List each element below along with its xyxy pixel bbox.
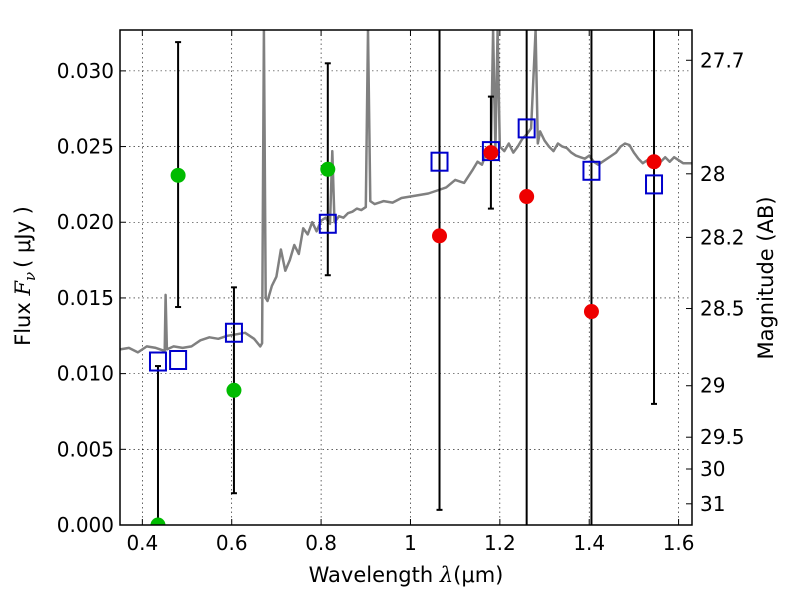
y-tick-label: 0.030 bbox=[57, 59, 114, 83]
y-tick-label: 0.010 bbox=[57, 362, 114, 386]
y-tick-label: 0.000 bbox=[57, 513, 114, 537]
y-axis-label-unit: ( μJy ) bbox=[11, 206, 35, 268]
y2-tick-label: 29 bbox=[700, 374, 725, 398]
red-data-point bbox=[483, 145, 499, 161]
model-box-marker bbox=[582, 160, 601, 181]
model-box-marker bbox=[318, 213, 337, 234]
x-axis-label: Wavelength λ(μm) bbox=[309, 563, 504, 587]
green-data-point bbox=[150, 517, 166, 525]
y2-tick-label: 27.7 bbox=[700, 48, 745, 72]
x-tick-label: 0.4 bbox=[126, 531, 158, 555]
x-axis-label-prefix: Wavelength bbox=[309, 563, 440, 587]
red-data-point bbox=[519, 189, 535, 205]
x-tick-label: 0.6 bbox=[216, 531, 248, 555]
grid-layer bbox=[120, 30, 692, 526]
model-box-marker bbox=[148, 351, 167, 372]
model-box-marker bbox=[517, 118, 536, 139]
x-tick-label: 1.4 bbox=[573, 531, 605, 555]
red-data-point bbox=[432, 228, 448, 244]
model-box-marker bbox=[430, 151, 449, 172]
model-box-marker bbox=[224, 322, 243, 343]
y2-tick-label: 28.2 bbox=[700, 225, 745, 249]
y-axis-label-symbol: F bbox=[11, 280, 35, 297]
spectrum-layer bbox=[120, 30, 692, 354]
y-axis-label-subscript: ν bbox=[21, 272, 39, 281]
red-data-point bbox=[583, 304, 599, 320]
x-tick-label: 1.6 bbox=[663, 531, 695, 555]
green-data-point bbox=[170, 167, 186, 183]
model-box-marker bbox=[169, 350, 188, 370]
y-tick-label: 0.005 bbox=[57, 437, 114, 461]
y2-tick-label: 29.5 bbox=[700, 425, 745, 449]
y2-tick-label: 28.5 bbox=[700, 297, 745, 321]
errorbar-layer bbox=[154, 30, 658, 525]
x-tick-label: 1.2 bbox=[484, 531, 516, 555]
model-box-marker bbox=[645, 174, 664, 195]
x-axis-label-symbol: λ bbox=[439, 563, 453, 587]
y2-tick-label: 28 bbox=[700, 162, 725, 186]
x-tick-label: 0.8 bbox=[305, 531, 337, 555]
y-tick-label: 0.025 bbox=[57, 135, 114, 159]
y-tick-label: 0.020 bbox=[57, 210, 114, 234]
spectrum-line bbox=[120, 30, 692, 354]
green-data-point bbox=[226, 382, 242, 398]
green-data-point bbox=[320, 161, 336, 177]
tick-layer: 0.4 0.6 0.8 1 1.2 1.4 1.6 0.000 0.005 0.010 0.015 0… bbox=[57, 30, 745, 555]
red-data-point bbox=[646, 154, 662, 170]
x-tick-label: 1 bbox=[404, 531, 417, 555]
y-axis-label: Flux Fν ( μJy ) bbox=[11, 206, 39, 346]
y2-axis-label: Magnitude (AB) bbox=[754, 196, 778, 359]
y-tick-label: 0.015 bbox=[57, 286, 114, 310]
data-point-layer bbox=[150, 145, 662, 525]
y-axis-label-prefix: Flux bbox=[11, 296, 35, 346]
x-axis-label-unit: (μm) bbox=[453, 563, 503, 587]
y2-tick-label: 30 bbox=[700, 457, 725, 481]
plot-frame bbox=[119, 29, 693, 526]
y2-tick-label: 31 bbox=[700, 492, 725, 516]
model-box-layer bbox=[148, 118, 664, 372]
